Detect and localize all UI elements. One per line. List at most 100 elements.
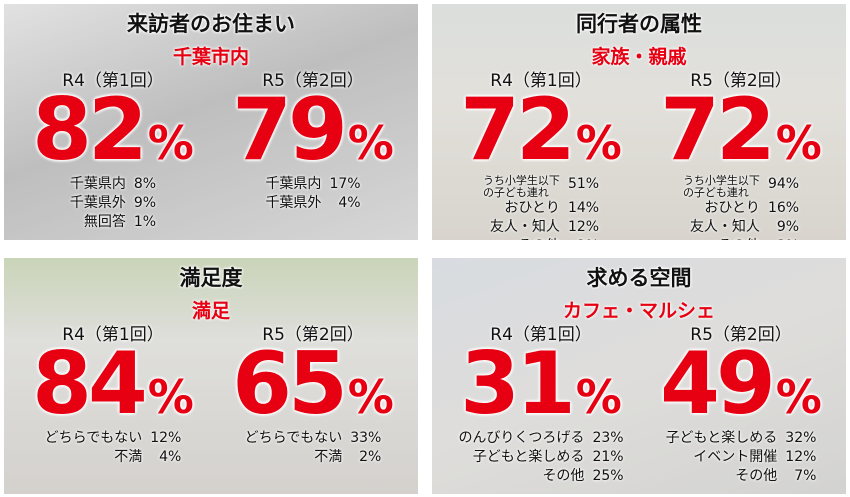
percent-number: 79 — [232, 80, 348, 180]
round-label: R5（第2回） — [262, 71, 364, 91]
percent-number: 49 — [660, 334, 776, 434]
breakdown-value: 23% — [592, 430, 624, 446]
highlight-category: 家族・親戚 — [591, 46, 687, 68]
breakdown-value: 33% — [350, 430, 382, 446]
breakdown-value: 21% — [592, 449, 624, 465]
breakdown-label: その他 — [542, 468, 585, 484]
breakdown-label: どちらでもない — [44, 430, 143, 446]
round-label: R5（第2回） — [262, 325, 364, 345]
panel-title: 同行者の属性 — [576, 12, 702, 36]
round-label: R5（第2回） — [690, 325, 792, 345]
breakdown-label: おひとり — [704, 200, 760, 216]
panel-title: 来訪者のお住まい — [127, 12, 295, 36]
percent-number: 82 — [32, 80, 148, 180]
breakdown-value: 7% — [794, 468, 817, 484]
photo-veil — [4, 258, 418, 494]
survey-column: R4（第1回） 84% どちらでもない 12% 不満 4% — [18, 320, 208, 467]
breakdown-value: 17% — [329, 176, 361, 192]
round-label: R4（第1回） — [62, 71, 164, 91]
breakdown-value: 9% — [133, 195, 157, 211]
percent-number: 65 — [232, 334, 348, 434]
round-label: R4（第1回） — [62, 325, 164, 345]
breakdown-value: 2% — [568, 237, 599, 240]
main-percent: 79% — [232, 87, 394, 173]
percent-unit: % — [347, 116, 394, 170]
percent-unit: % — [575, 370, 622, 424]
percent-unit: % — [775, 116, 822, 170]
breakdown-label: うち小学生以下 の子ども連れ — [682, 174, 760, 199]
percent-unit: % — [575, 116, 622, 170]
breakdown-value: 14% — [567, 200, 600, 216]
breakdown-label: 子どもと楽しめる — [472, 449, 585, 465]
breakdown-label: イベント開催 — [693, 449, 778, 465]
breakdown: どちらでもない 12% 不満 4% — [45, 429, 182, 467]
main-percent: 31% — [460, 341, 622, 427]
panel-title: 求める空間 — [586, 266, 692, 290]
breakdown-label: 千葉県内 — [265, 176, 322, 192]
breakdown-value: 25% — [592, 468, 624, 484]
breakdown-label: 子どもと楽しめる — [665, 430, 778, 446]
percent-unit: % — [347, 370, 394, 424]
highlight-category: カフェ・マルシェ — [562, 300, 715, 322]
breakdown-label: おひとり — [504, 200, 560, 216]
breakdown-label: 不満 — [114, 449, 143, 465]
percent-unit: % — [775, 370, 822, 424]
survey-column: R4（第1回） 72% うち小学生以下 の子ども連れ 51% おひとり 14% 友人・知人 1… — [446, 66, 636, 240]
breakdown: のんびりくつろげる 23% 子どもと楽しめる 21% その他 25% — [458, 429, 623, 486]
breakdown-label: 友人・知人 — [689, 219, 760, 235]
breakdown-value: 94% — [767, 176, 800, 192]
breakdown: 千葉県内 17% 千葉県外 4% — [265, 175, 360, 213]
breakdown-label: 不満 — [314, 449, 343, 465]
panel-title: 満足度 — [179, 266, 243, 290]
breakdown-value: 16% — [767, 200, 800, 216]
breakdown: どちらでもない 33% 不満 2% — [245, 429, 382, 467]
photo-veil — [432, 258, 846, 494]
breakdown-value: 32% — [785, 430, 817, 446]
main-percent: 72% — [660, 87, 822, 173]
breakdown-value: 12% — [785, 449, 817, 465]
main-percent: 49% — [660, 341, 822, 427]
breakdown-value: 51% — [567, 176, 600, 192]
breakdown-value: 12% — [150, 430, 182, 446]
percent-unit: % — [147, 370, 194, 424]
breakdown-value: 4% — [159, 449, 182, 465]
breakdown-value: 4% — [338, 195, 361, 211]
survey-column: R5（第2回） 72% うち小学生以下 の子ども連れ 94% おひとり 16% 友人・知人 9… — [646, 66, 836, 240]
round-label: R4（第1回） — [490, 325, 592, 345]
breakdown-label: その他 — [735, 468, 778, 484]
breakdown-label: うち小学生以下 の子ども連れ — [482, 174, 560, 199]
round-label: R4（第1回） — [490, 71, 592, 91]
breakdown-label: その他 — [483, 237, 560, 240]
survey-column: R5（第2回） 65% どちらでもない 33% 不満 2% — [218, 320, 408, 467]
breakdown-label: のんびりくつろげる — [458, 430, 585, 446]
main-percent: 82% — [32, 87, 194, 173]
breakdown-label: どちらでもない — [244, 430, 343, 446]
breakdown-label: その他 — [683, 237, 760, 240]
breakdown-label: 千葉県内 — [69, 176, 126, 192]
breakdown-label: 千葉県外 — [265, 195, 322, 211]
percent-unit: % — [147, 116, 194, 170]
survey-column: R4（第1回） 31% のんびりくつろげる 23% 子どもと楽しめる 21% その他 25% — [446, 320, 636, 486]
main-percent: 84% — [32, 341, 194, 427]
percent-number: 72 — [460, 80, 576, 180]
survey-column: R5（第2回） 49% 子どもと楽しめる 32% イベント開催 12% その他 7% — [646, 320, 836, 486]
highlight-category: 千葉市内 — [172, 46, 249, 68]
survey-column: R4（第1回） 82% 千葉県内 8% 千葉県外 9% 無回答 1% — [18, 66, 208, 232]
breakdown: うち小学生以下 の子ども連れ 51% おひとり 14% 友人・知人 12% その他 2% — [482, 174, 600, 241]
breakdown: 子どもと楽しめる 32% イベント開催 12% その他 7% — [666, 429, 817, 486]
panel: 満足度 満足 R4（第1回） 84% どちらでもない 12% 不満 4% R5（第2回） 65% ど… — [4, 258, 418, 494]
breakdown-value: 3% — [768, 237, 799, 240]
breakdown-value: 8% — [133, 176, 157, 192]
percent-number: 84 — [32, 334, 148, 434]
photo-veil — [432, 4, 846, 240]
percent-number: 31 — [460, 334, 576, 434]
panel: 同行者の属性 家族・親戚 R4（第1回） 72% うち小学生以下 の子ども連れ 51% おひ… — [432, 4, 846, 240]
breakdown-value: 2% — [359, 449, 382, 465]
breakdown: うち小学生以下 の子ども連れ 94% おひとり 16% 友人・知人 9% その他 3% — [682, 174, 800, 241]
breakdown: 千葉県内 8% 千葉県外 9% 無回答 1% — [70, 175, 156, 232]
panel: 来訪者のお住まい 千葉市内 R4（第1回） 82% 千葉県内 8% 千葉県外 9% 無回答 1% R… — [4, 4, 418, 240]
breakdown-label: 無回答 — [83, 214, 126, 230]
main-percent: 72% — [460, 87, 622, 173]
main-percent: 65% — [232, 341, 394, 427]
